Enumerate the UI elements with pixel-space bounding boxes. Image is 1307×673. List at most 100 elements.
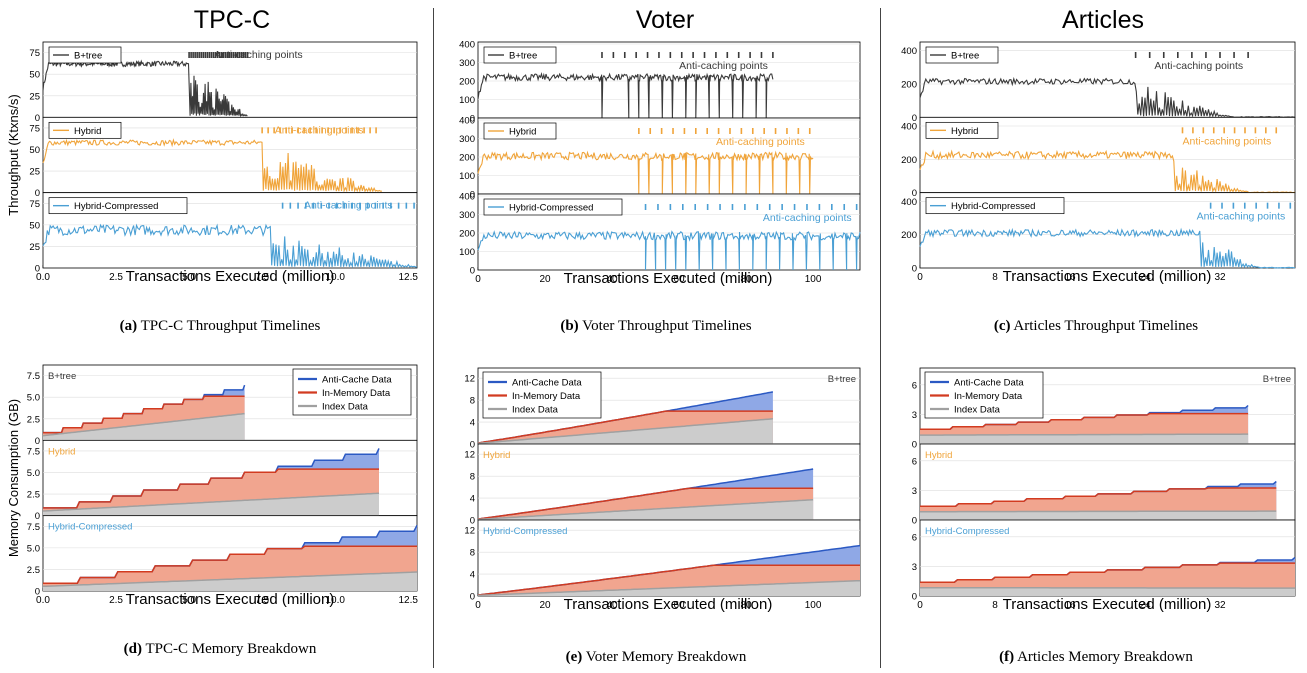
y-tick-label: 50 (29, 70, 40, 81)
caption-letter: (e) (565, 649, 583, 665)
anti-caching-annotation: Anti-caching points (275, 124, 364, 136)
y-tick-label: 400 (901, 197, 917, 208)
x-tick-label: 2.5 (109, 272, 123, 283)
legend-label: Index Data (322, 402, 369, 413)
index-line (42, 492, 380, 512)
panel-name-label: Hybrid-Compressed (48, 522, 132, 533)
legend-label: B+tree (74, 51, 102, 62)
anti-caching-annotation: Anti-caching points (716, 136, 805, 148)
throughput-chart-voter: 0 20 40 60 80 100 Transactions Executed (milli… (459, 40, 861, 287)
legend: Anti-Cache Data In-Memory Data Index Data (292, 368, 412, 416)
inmemory-line (477, 564, 860, 596)
y-tick-label: 400 (459, 40, 475, 51)
y-tick-label: 5.0 (27, 393, 40, 404)
panel-hybrid-compressed: 0 25 50 75 Anti-caching points Hybrid-Compres… (29, 192, 418, 275)
y-tick-label: 4 (470, 418, 475, 429)
legend-label: Hybrid (74, 126, 101, 137)
panel-hybrid-compressed: 0 200 400 Anti-caching points Hybrid-Compres… (901, 192, 1296, 275)
caption-letter: (d) (123, 641, 143, 657)
caption-f: (f) Articles Memory Breakdown (886, 649, 1306, 666)
throughput-chart-tpc-c: 0.0 2.5 5.0 7.5 10.0 12.5 Transactions Execute… (6, 41, 418, 285)
y-tick-label: 12 (464, 526, 475, 537)
column-separator (433, 8, 434, 668)
index-line (920, 510, 1277, 513)
x-tick-label: 0 (917, 272, 923, 283)
panel-hybrid-compressed: 0 2.5 5.0 7.5 Hybrid-Compressed (27, 515, 418, 598)
panel-name-label: B+tree (828, 374, 856, 385)
y-tick-label: 400 (459, 192, 475, 203)
inmemory-line (920, 487, 1277, 507)
legend: Anti-Cache Data In-Memory Data Index Data (482, 371, 602, 419)
y-tick-label: 2.5 (27, 414, 40, 425)
series-line (477, 150, 814, 195)
panel-b-tree: 0 200 400 Anti-caching points B+tree (901, 41, 1296, 124)
legend-box (48, 46, 122, 64)
index-area (43, 493, 379, 516)
y-tick-label: 0 (35, 264, 40, 275)
index-area (920, 587, 1295, 596)
panel-name-label: Hybrid (48, 446, 75, 457)
x-tick-label: 32 (1214, 600, 1226, 611)
y-tick-label: 200 (901, 230, 917, 241)
panel-name-label: Hybrid (925, 450, 952, 461)
x-tick-label: 5.0 (182, 595, 196, 606)
caption-b: (b) Voter Throughput Timelines (446, 318, 866, 335)
caption-e: (e) Voter Memory Breakdown (446, 649, 866, 666)
y-tick-label: 7.5 (27, 371, 40, 382)
index-area (920, 511, 1277, 520)
y-tick-label: 0 (912, 592, 917, 603)
y-tick-label: 0 (35, 436, 40, 447)
legend-label: Anti-Cache Data (512, 378, 582, 389)
y-tick-label: 6 (912, 456, 917, 467)
y-tick-label: 0 (35, 113, 40, 124)
y-tick-label: 100 (459, 171, 475, 182)
caption-letter: (c) (993, 318, 1011, 334)
y-axis-label: Memory Consumption (GB) (6, 399, 21, 557)
y-tick-label: 300 (459, 58, 475, 69)
panel-b-tree: 0 3 6 B+tree Anti-Cache Data In-Memory Data In… (912, 367, 1296, 451)
index-line (477, 579, 861, 597)
legend-box (925, 121, 999, 139)
caption-text: Voter Memory Breakdown (585, 649, 747, 665)
y-tick-label: 200 (901, 155, 917, 166)
x-axis-label: Transactions Executed (million) (1003, 268, 1212, 285)
legend-label: In-Memory Data (322, 388, 391, 399)
series-line (477, 230, 861, 271)
column-title-articles: Articles (1062, 6, 1144, 34)
y-tick-label: 0 (470, 190, 475, 201)
y-tick-label: 8 (470, 548, 475, 559)
x-axis-label: Transactions Executed (million) (564, 270, 773, 287)
y-tick-label: 0 (470, 516, 475, 527)
caption-text: Articles Memory Breakdown (1017, 649, 1193, 665)
y-tick-label: 7.5 (27, 522, 40, 533)
y-tick-label: 6 (912, 380, 917, 391)
caption-letter: (b) (560, 318, 579, 334)
panel-hybrid-compressed: 0 3 6 Hybrid-Compressed (912, 519, 1296, 603)
y-tick-label: 200 (459, 153, 475, 164)
index-line (920, 433, 1249, 436)
inmemory-line (477, 487, 814, 520)
x-tick-label: 100 (805, 274, 822, 285)
panel-hybrid: 0 200 400 Anti-caching points Hybrid (901, 116, 1296, 199)
panel-b-tree: 0 4 8 12 B+tree Anti-Cache Data In-Memory Data… (464, 367, 861, 451)
series-line (42, 223, 417, 269)
x-tick-label: 8 (992, 272, 998, 283)
legend-label: Hybrid (951, 126, 978, 137)
y-tick-label: 100 (459, 247, 475, 258)
index-area (43, 572, 417, 591)
caption-text: TPC-C Throughput Timelines (140, 318, 321, 334)
x-tick-label: 60 (673, 600, 685, 611)
inmemory-line (43, 468, 379, 509)
x-tick-label: 40 (606, 274, 618, 285)
series-line (919, 227, 1296, 269)
legend-label: Hybrid-Compressed (509, 203, 593, 214)
x-tick-label: 0 (475, 600, 481, 611)
x-tick-label: 7.5 (255, 595, 269, 606)
y-tick-label: 4 (470, 570, 475, 581)
x-tick-label: 32 (1214, 272, 1226, 283)
legend-label: Hybrid (509, 127, 536, 138)
legend-box (48, 121, 122, 139)
y-tick-label: 75 (29, 48, 40, 59)
column-separator (880, 8, 881, 668)
